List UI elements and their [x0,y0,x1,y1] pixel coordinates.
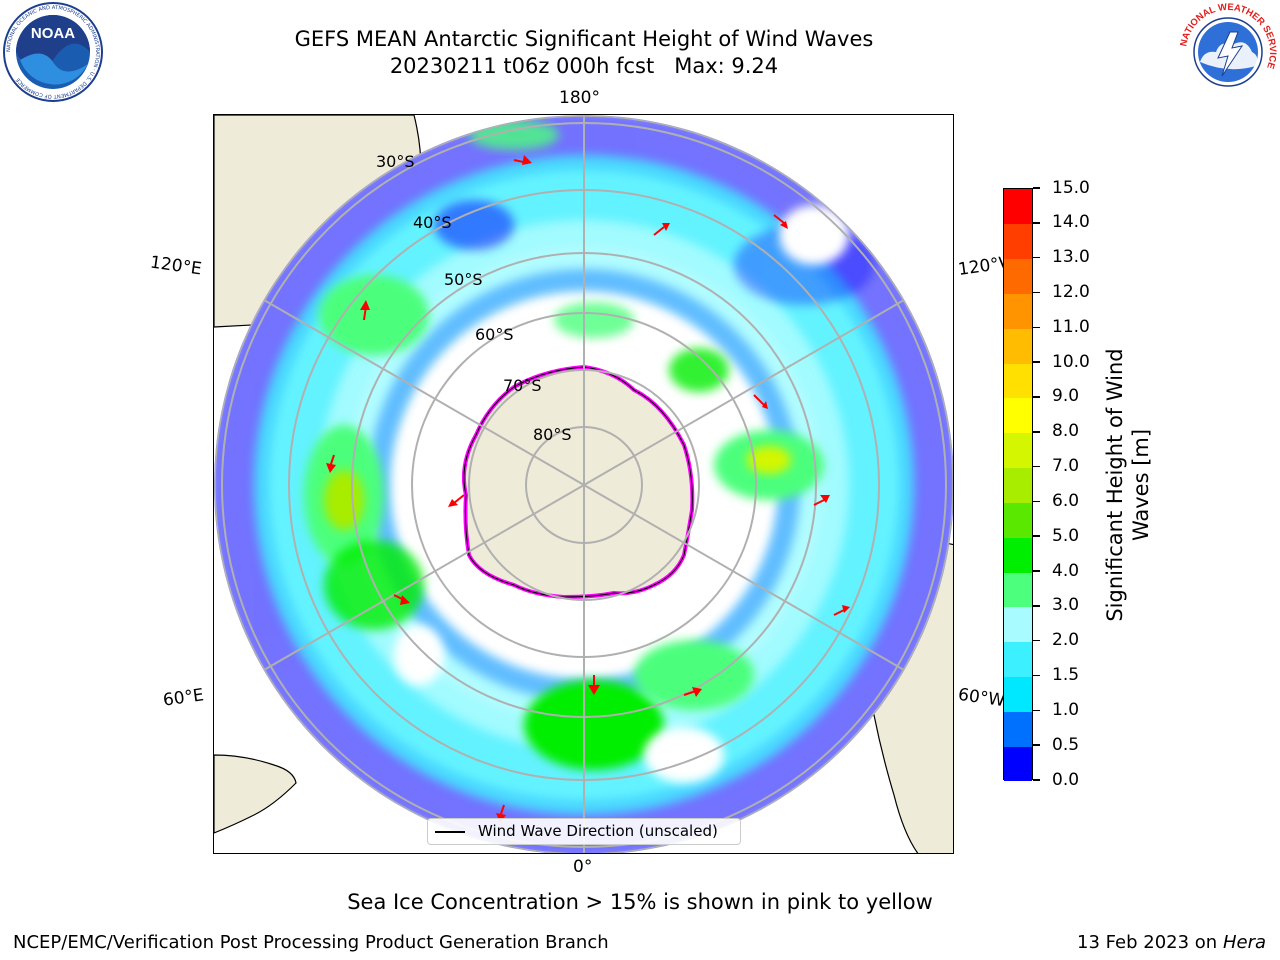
polar-map [214,115,953,853]
lat-label-70s: 70°S [503,376,542,395]
colorbar-tick-label: 3.0 [1052,595,1080,616]
colorbar-tick-label: 2.0 [1052,630,1080,651]
colorbar-tick [1033,639,1040,642]
colorbar-tick-label: 13.0 [1052,247,1090,268]
lat-label-30s: 30°S [376,152,415,171]
colorbar-tick-label: 7.0 [1052,456,1080,477]
lon-label-0: 0° [573,857,593,877]
colorbar-segment [1004,746,1032,782]
colorbar-segment [1004,572,1032,608]
colorbar-segment [1004,189,1032,225]
colorbar-tick-label: 15.0 [1052,177,1090,198]
colorbar-segment [1004,397,1032,434]
colorbar-tick [1033,744,1040,746]
legend-label: Wind Wave Direction (unscaled) [478,822,718,840]
footer-credit: NCEP/EMC/Verification Post Processing Pr… [13,932,609,953]
nws-logo: NATIONAL WEATHER SERVICE [1178,2,1278,102]
noaa-logo-text: NOAA [31,25,75,42]
colorbar-tick [1033,291,1040,294]
colorbar-tick [1033,222,1040,224]
colorbar-tick-label: 0.0 [1052,769,1080,790]
colorbar-tick-label: 11.0 [1052,316,1090,337]
map-panel [213,114,954,854]
colorbar-label-line1: Significant Height of Wind [1103,348,1127,622]
wind-wave-arrows [326,155,850,823]
colorbar-tick-label: 12.0 [1052,281,1090,302]
colorbar [1003,188,1033,782]
noaa-logo: NOAA NATIONAL OCEANIC AND ATMOSPHERIC AD… [2,2,104,102]
colorbar-tick [1033,535,1040,537]
colorbar-tick-label: 1.0 [1052,699,1080,720]
colorbar-tick-label: 5.0 [1052,525,1080,546]
colorbar-tick-label: 10.0 [1052,351,1090,372]
lon-label-120e: 120°E [148,252,203,280]
colorbar-tick-label: 8.0 [1052,421,1080,442]
lon-label-180: 180° [559,88,600,108]
lat-label-50s: 50°S [444,270,483,289]
colorbar-label-line2: Waves [m] [1129,428,1153,542]
colorbar-tick-label: 4.0 [1052,560,1080,581]
map-boundary [214,115,953,853]
lon-label-60w: 60°W [956,684,1007,712]
colorbar-tick-label: 1.5 [1052,665,1080,686]
colorbar-tick [1033,709,1040,712]
colorbar-segment [1004,711,1032,747]
colorbar-tick-label: 0.5 [1052,734,1080,755]
colorbar-tick [1033,570,1040,572]
footer-date: 13 Feb 2023 on Hera [1077,932,1266,953]
footer-host: Hera [1222,932,1266,953]
chart-title: GEFS MEAN Antarctic Significant Height o… [234,26,934,80]
colorbar-tick [1033,605,1040,607]
colorbar-segment [1004,676,1032,712]
legend-line-swatch [435,831,465,833]
colorbar-segment [1004,467,1032,503]
colorbar-tick-label: 6.0 [1052,490,1080,511]
lat-label-40s: 40°S [413,213,452,232]
colorbar-segment [1004,223,1032,260]
colorbar-segment [1004,606,1032,643]
map-legend: Wind Wave Direction (unscaled) [427,818,741,845]
lat-label-60s: 60°S [475,325,514,344]
colorbar-tick [1033,465,1040,468]
colorbar-tick [1033,187,1040,189]
colorbar-segment [1004,432,1032,469]
sea-ice-note: Sea Ice Concentration > 15% is shown in … [347,890,933,914]
colorbar-segment [1004,258,1032,294]
footer-date-text: 13 Feb 2023 on [1077,932,1218,953]
graticule [221,115,947,853]
colorbar-tick [1033,396,1040,398]
colorbar-tick [1033,326,1040,329]
colorbar-tick [1033,500,1040,503]
colorbar-segment [1004,328,1032,364]
colorbar-segment [1004,537,1032,573]
colorbar-tick-label: 14.0 [1052,212,1090,233]
colorbar-segment [1004,502,1032,538]
colorbar-segment [1004,363,1032,399]
colorbar-segment [1004,293,1032,329]
lon-label-60e: 60°E [161,685,206,711]
colorbar-tick [1033,361,1040,363]
title-line-2: 20230211 t06z 000h fcst Max: 9.24 [389,54,779,78]
colorbar-tick [1033,431,1040,433]
colorbar-tick [1033,674,1040,677]
title-line-1: GEFS MEAN Antarctic Significant Height o… [294,27,874,51]
colorbar-tick [1033,256,1040,259]
colorbar-tick [1033,779,1040,781]
colorbar-tick-label: 9.0 [1052,386,1080,407]
lat-label-80s: 80°S [533,425,572,444]
colorbar-segment [1004,641,1032,678]
